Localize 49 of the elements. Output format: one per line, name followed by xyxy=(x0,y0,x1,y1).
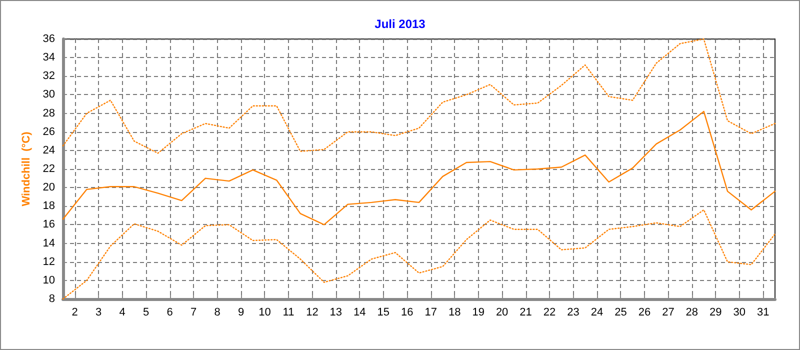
x-tick-label: 21 xyxy=(520,306,532,318)
x-tick-label: 12 xyxy=(306,306,318,318)
x-tick-label: 29 xyxy=(710,306,722,318)
chart-title: Juli 2013 xyxy=(374,17,426,31)
x-tick-label: 14 xyxy=(354,306,366,318)
x-tick-label: 19 xyxy=(472,306,484,318)
x-tick-label: 17 xyxy=(424,306,437,318)
x-tick-label: 22 xyxy=(543,306,556,318)
y-tick-label: 8 xyxy=(48,293,55,305)
x-tick-label: 5 xyxy=(143,306,150,318)
y-tick-label: 22 xyxy=(42,163,55,175)
x-tick-label: 13 xyxy=(330,306,342,318)
x-tick-label: 4 xyxy=(119,306,126,318)
y-tick-label: 16 xyxy=(42,218,55,231)
x-tick-label: 30 xyxy=(733,306,746,318)
x-tick-label: 27 xyxy=(662,306,674,318)
y-tick-label: 28 xyxy=(42,107,55,120)
line-series xyxy=(62,38,776,154)
line-series xyxy=(62,110,776,226)
y-tick-label: 32 xyxy=(42,70,55,82)
x-tick-label: 26 xyxy=(638,306,651,318)
x-tick-label: 20 xyxy=(496,306,508,318)
y-tick-label: 20 xyxy=(42,182,55,194)
x-tick-label: 28 xyxy=(686,306,698,318)
x-tick-label: 16 xyxy=(401,306,414,318)
y-tick-label: 18 xyxy=(42,200,55,212)
x-tick-label: 7 xyxy=(190,306,197,318)
y-axis-title: Windchill (°C) xyxy=(20,131,32,206)
x-tick-label: 23 xyxy=(567,306,580,318)
x-tick-label: 18 xyxy=(448,306,461,318)
x-tick-label: 31 xyxy=(757,306,770,318)
x-tick-label: 25 xyxy=(614,306,627,318)
x-tick-label: 9 xyxy=(238,306,244,318)
y-tick-label: 26 xyxy=(42,126,55,138)
y-tick-label: 30 xyxy=(42,88,55,101)
y-tick-label: 34 xyxy=(42,52,55,64)
y-tick-label: 12 xyxy=(42,256,55,268)
x-tick-label: 24 xyxy=(590,306,604,318)
x-tick-label: 15 xyxy=(377,306,390,318)
x-tick-label: 2 xyxy=(72,306,78,318)
x-tick-label: 3 xyxy=(96,306,102,318)
y-tick-label: 10 xyxy=(42,274,55,286)
y-tick-label: 24 xyxy=(42,144,55,156)
y-tick-label: 36 xyxy=(42,33,55,45)
x-tick-label: 11 xyxy=(282,306,294,318)
y-tick-label: 14 xyxy=(42,237,55,250)
x-tick-label: 6 xyxy=(166,306,173,318)
x-tick-label: 8 xyxy=(214,306,220,318)
x-tick-label: 10 xyxy=(258,306,271,318)
